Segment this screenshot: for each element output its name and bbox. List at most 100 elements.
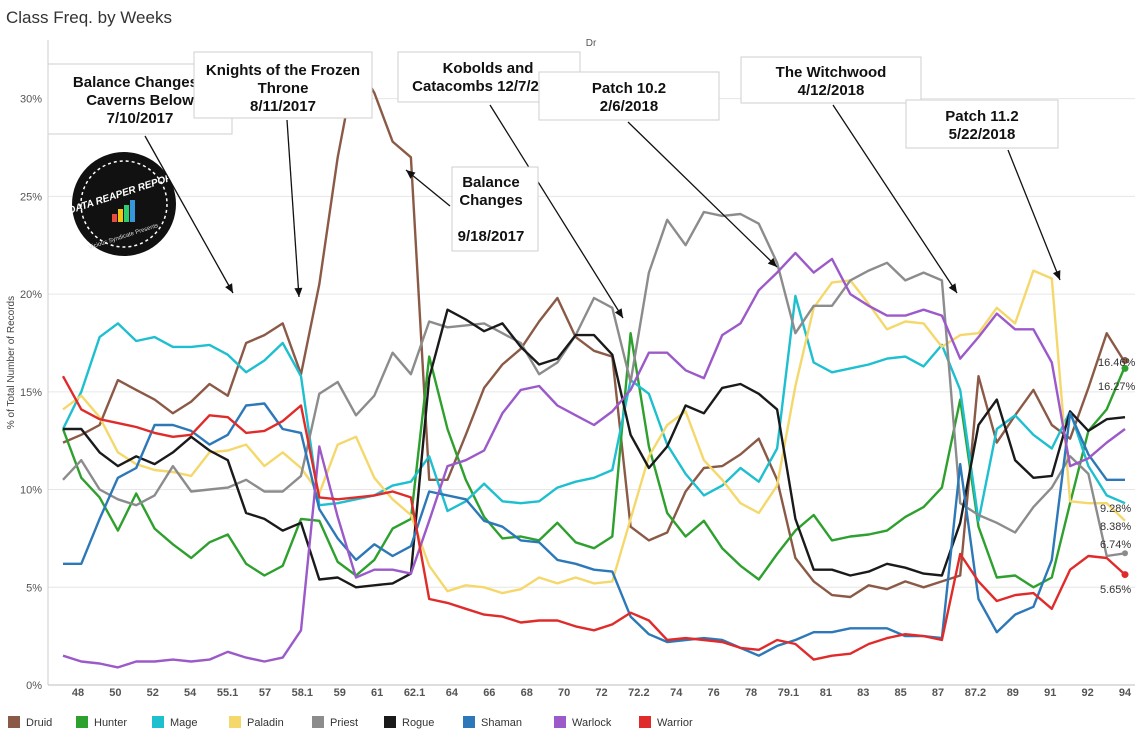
x-tick-label: 52: [147, 687, 159, 699]
x-tick-label: 68: [521, 687, 533, 699]
y-tick-label: 10%: [20, 485, 42, 497]
x-tick-label: 62.1: [404, 687, 425, 699]
annotation-text: Catacombs 12/7/2017: [412, 78, 564, 95]
legend-label: Mage: [170, 717, 198, 729]
annotation-text: Balance Changes -: [73, 74, 207, 91]
annotation-arrow: [627, 121, 778, 268]
y-axis-label: % of Total Number of Records: [6, 296, 17, 429]
arrow-head-icon: [294, 287, 303, 297]
legend-item-hunter[interactable]: Hunter: [76, 716, 127, 729]
legend-item-druid[interactable]: Druid: [8, 716, 52, 729]
x-tick-label: 61: [371, 687, 383, 699]
legend-label: Druid: [26, 717, 52, 729]
legend-label: Paladin: [247, 717, 284, 729]
legend-item-warrior[interactable]: Warrior: [639, 716, 693, 729]
end-value-label: 9.28%: [1100, 503, 1131, 515]
arrow-head-icon: [948, 283, 957, 293]
series-line-priest: [62, 210, 1126, 558]
annotation-text: Patch 11.2: [945, 108, 1018, 125]
x-tick-label: 76: [708, 687, 720, 699]
annotation-text: 7/10/2017: [107, 110, 174, 127]
annotation-text: Patch 10.2: [592, 80, 666, 97]
legend-item-mage[interactable]: Mage: [152, 716, 198, 729]
legend-item-rogue[interactable]: Rogue: [384, 716, 434, 729]
legend-swatch: [152, 716, 164, 728]
end-value-label: 8.38%: [1100, 521, 1131, 533]
y-tick-label: 15%: [20, 387, 42, 399]
chart-title: Class Freq. by Weeks: [6, 8, 172, 27]
x-tick-label: 57: [259, 687, 271, 699]
end-marker-druid: [1121, 357, 1129, 365]
x-tick-label: 70: [558, 687, 570, 699]
annotation-text: 9/18/2017: [458, 228, 525, 245]
end-value-label: 6.74%: [1100, 539, 1131, 551]
legend-swatch: [8, 716, 20, 728]
logo-bar: [118, 209, 123, 222]
arrow-head-icon: [406, 170, 416, 179]
legend-label: Warlock: [572, 717, 612, 729]
annotation-box: [740, 56, 922, 104]
x-tick-label: 48: [72, 687, 84, 699]
logo-bar: [112, 214, 117, 222]
annotation-box: [905, 99, 1059, 149]
x-tick-label: 94: [1119, 687, 1132, 699]
x-tick-label: 87: [932, 687, 944, 699]
x-tick-label: 55.1: [217, 687, 238, 699]
annotation-arrow: [286, 119, 300, 298]
legend-swatch: [384, 716, 396, 728]
annotation-text: 5/22/2018: [949, 126, 1016, 143]
legend-swatch: [463, 716, 475, 728]
annotation-text: Balance: [462, 174, 520, 191]
annotation-text: Knights of the Frozen: [206, 62, 360, 79]
legend-item-shaman[interactable]: Shaman: [463, 716, 522, 729]
end-marker-warrior: [1121, 571, 1129, 579]
annotation-text: Changes: [459, 192, 522, 209]
annotation-arrow: [1007, 149, 1061, 281]
arrow-head-icon: [614, 308, 623, 318]
y-tick-label: 0%: [26, 680, 42, 692]
x-tick-label: 58.1: [292, 687, 313, 699]
y-tick-label: 30%: [20, 94, 42, 106]
annotation-arrow: [405, 169, 451, 207]
series-line-warlock: [62, 251, 1126, 669]
annotation-box: [451, 166, 539, 252]
end-value-label: 16.46%: [1098, 357, 1136, 369]
annotation-text: 8/11/2017: [250, 98, 316, 115]
logo-disc: [72, 152, 176, 256]
end-value-label: 16.27%: [1098, 381, 1136, 393]
x-tick-label: 87.2: [965, 687, 986, 699]
x-tick-label: 89: [1007, 687, 1019, 699]
arrow-head-icon: [767, 257, 777, 267]
legend-item-priest[interactable]: Priest: [312, 716, 358, 729]
legend-item-paladin[interactable]: Paladin: [229, 716, 284, 729]
annotation-text: Kobolds and: [443, 60, 534, 77]
legend-item-warlock[interactable]: Warlock: [554, 716, 612, 729]
legend-label: Shaman: [481, 717, 522, 729]
end-marker-hunter: [1121, 364, 1129, 372]
annotation-box: [538, 71, 720, 121]
logo-bar: [124, 205, 129, 222]
legend-label: Rogue: [402, 717, 434, 729]
x-tick-label: 64: [446, 687, 459, 699]
legend-label: Hunter: [94, 717, 127, 729]
annotation-6: Patch 11.25/22/2018: [905, 99, 1061, 281]
annotation-box: [193, 51, 373, 119]
x-tick-label: 92: [1081, 687, 1093, 699]
legend-swatch: [76, 716, 88, 728]
x-tick-label: 50: [109, 687, 121, 699]
end-value-label: 5.65%: [1100, 584, 1131, 596]
x-tick-label: 66: [483, 687, 495, 699]
y-tick-label: 25%: [20, 191, 42, 203]
series-line-rogue: [63, 308, 1126, 589]
annotation-text: 2/6/2018: [600, 98, 658, 115]
annotation-4: Patch 10.22/6/2018: [538, 71, 778, 268]
y-tick-label: 20%: [20, 289, 42, 301]
x-tick-label: 72: [595, 687, 607, 699]
end-marker-priest: [1122, 550, 1128, 557]
x-tick-label: 83: [857, 687, 869, 699]
annotation-text: 4/12/2018: [798, 82, 865, 99]
